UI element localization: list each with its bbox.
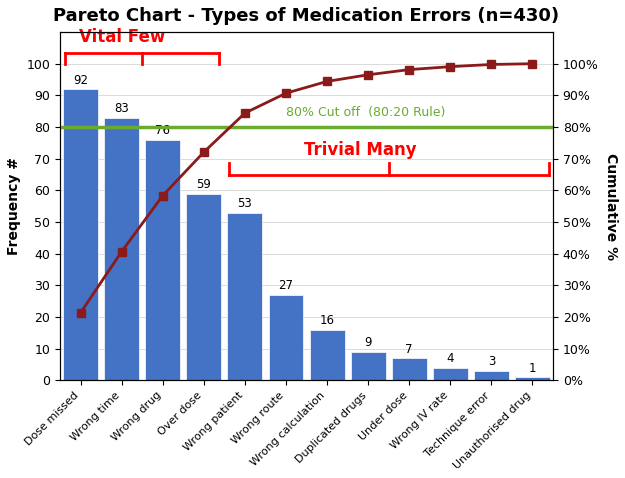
Bar [228,213,262,380]
Bar [309,330,344,380]
Title: Pareto Chart - Types of Medication Errors (n=430): Pareto Chart - Types of Medication Error… [54,7,559,25]
Bar [515,377,550,380]
Text: 16: 16 [319,314,334,327]
Text: 7: 7 [406,343,413,356]
Bar [104,118,139,380]
Text: Trivial Many: Trivial Many [304,141,416,159]
Bar [351,352,386,380]
Y-axis label: Frequency #: Frequency # [7,157,21,255]
Text: 76: 76 [155,124,170,137]
Text: 92: 92 [73,74,88,87]
Bar [392,358,427,380]
Text: 80% Cut off  (80:20 Rule): 80% Cut off (80:20 Rule) [286,106,446,119]
Bar [63,89,98,380]
Text: 9: 9 [364,337,372,349]
Bar [474,371,509,380]
Bar [433,368,468,380]
Bar [146,140,180,380]
Text: 53: 53 [238,197,252,210]
Text: 27: 27 [279,279,294,293]
Text: 59: 59 [196,178,211,191]
Text: Vital Few: Vital Few [79,28,165,46]
Text: 3: 3 [488,355,495,369]
Text: 1: 1 [529,362,536,375]
Text: 4: 4 [447,352,454,365]
Bar [186,194,221,380]
Bar [269,295,304,380]
Y-axis label: Cumulative %: Cumulative % [604,152,618,260]
Text: 83: 83 [114,102,129,115]
